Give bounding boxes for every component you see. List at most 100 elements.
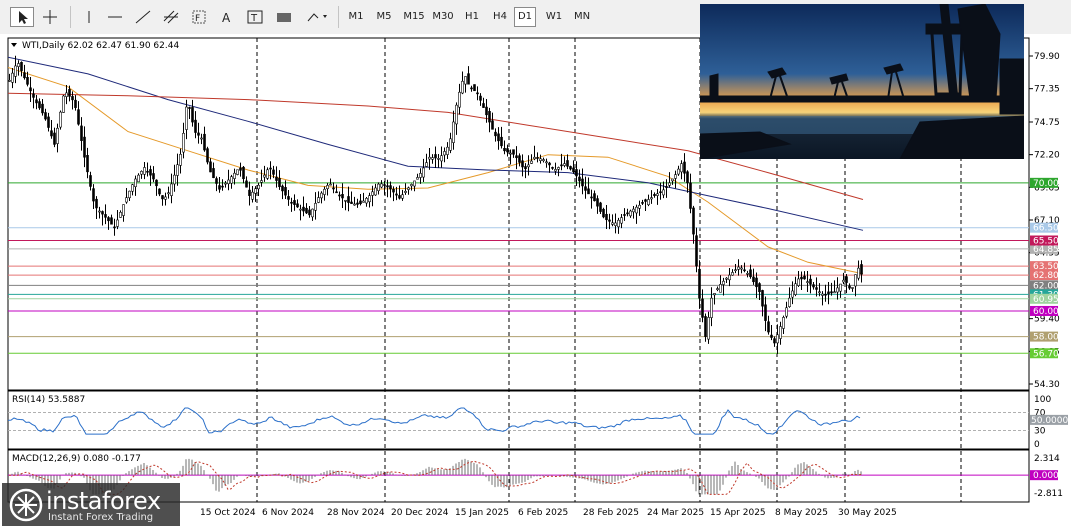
candle-body (737, 266, 740, 270)
candle-body (236, 169, 239, 175)
candle-body (857, 267, 860, 279)
candle-body (83, 136, 86, 158)
candle-body (230, 176, 233, 184)
candle-body (701, 298, 704, 318)
candle-body (770, 334, 773, 338)
price-level-tag (1030, 305, 1058, 316)
channel-tool-icon[interactable] (160, 7, 182, 27)
candle-body (776, 334, 779, 344)
fibonacci-tool-icon[interactable]: F (188, 7, 210, 27)
candle-body (215, 178, 218, 184)
candle-body (353, 203, 356, 206)
candle-body (455, 104, 458, 125)
candle-body (461, 80, 464, 94)
candle-body (368, 195, 371, 203)
candle-body (227, 179, 230, 185)
candle-body (458, 91, 461, 108)
rsi-value-label: 50.0000 (1031, 416, 1068, 426)
candle-body (74, 99, 77, 108)
timeframe-mn[interactable]: MN (573, 11, 591, 22)
timeframe-m5[interactable]: M5 (376, 11, 392, 22)
timeframe-m1[interactable]: M1 (348, 11, 364, 22)
price-level-tag-label: 62.80 (1033, 271, 1059, 281)
candle-body (512, 149, 515, 155)
horizontal-line-tool-icon[interactable] (104, 7, 126, 27)
candle-body (407, 187, 410, 190)
price-level-tag (1030, 293, 1058, 304)
shapes-menu-icon[interactable] (302, 7, 332, 27)
candle-body (602, 208, 605, 218)
trendline-tool-icon[interactable] (132, 7, 154, 27)
candle-body (149, 169, 152, 176)
candle-body (797, 278, 800, 286)
timeframe-m15[interactable]: M15 (403, 11, 425, 22)
candle-body (677, 168, 680, 175)
candle-body (443, 151, 446, 156)
candle-body (281, 185, 284, 192)
candle-body (287, 196, 290, 200)
candle-body (590, 196, 593, 199)
y-tick-label: 67.10 (1034, 216, 1060, 226)
candle-body (41, 103, 44, 114)
candle-body (92, 188, 95, 202)
candle-body (35, 99, 38, 104)
price-level-tag (1030, 270, 1058, 281)
candle-body (800, 276, 803, 280)
candle-body (137, 174, 140, 183)
rsi-value-tag (1030, 414, 1068, 425)
candle-body (362, 200, 365, 203)
candle-body (176, 164, 179, 176)
moving-average-line (8, 56, 864, 231)
candle-body (173, 174, 176, 185)
candle-body (317, 197, 320, 203)
candle-body (578, 176, 581, 182)
candle-body (614, 222, 617, 226)
candle-body (257, 184, 260, 190)
candle-body (62, 95, 65, 113)
candle-body (836, 287, 839, 293)
candle-body (104, 214, 107, 218)
price-level-tag (1030, 222, 1058, 233)
timeframe-h4[interactable]: H4 (493, 11, 507, 22)
crosshair-tool-icon[interactable] (38, 7, 62, 27)
candle-body (167, 192, 170, 195)
oil-pump-sunset-photo (699, 3, 1025, 160)
cursor-tool-icon[interactable] (10, 7, 34, 27)
text-label-tool-icon[interactable]: T (244, 7, 266, 27)
candle-body (329, 183, 332, 186)
candle-body (665, 186, 668, 188)
candle-body (125, 197, 128, 203)
timeframe-h1[interactable]: H1 (465, 11, 479, 22)
candle-body (623, 214, 626, 216)
candle-body (386, 185, 389, 188)
price-level-tag-label: 64.85 (1033, 245, 1059, 255)
candle-body (263, 174, 266, 178)
timeframe-m30[interactable]: M30 (432, 11, 454, 22)
candle-body (389, 185, 392, 190)
candle-body (416, 177, 419, 180)
candle-body (785, 307, 788, 317)
candle-body (587, 188, 590, 195)
candle-body (53, 132, 56, 145)
vertical-line-tool-icon[interactable] (78, 7, 100, 27)
candle-body (59, 111, 62, 128)
timeframe-w1[interactable]: W1 (545, 11, 563, 22)
candle-body (479, 95, 482, 101)
candle-body (71, 96, 74, 101)
price-level-tag (1030, 261, 1058, 272)
symbol-dropdown-icon[interactable] (11, 43, 17, 47)
candle-body (728, 274, 731, 281)
x-tick-label: 28 Nov 2024 (327, 508, 385, 518)
price-level-tag (1030, 177, 1058, 188)
text-tool-icon[interactable]: A (216, 7, 238, 27)
price-level-tag-label: 60.95 (1033, 295, 1059, 305)
rectangle-tool-icon[interactable] (272, 7, 296, 27)
candle-body (347, 196, 350, 203)
candle-body (533, 156, 536, 160)
candle-body (278, 178, 281, 187)
candle-body (233, 172, 236, 179)
candle-body (68, 89, 71, 97)
candle-body (413, 180, 416, 187)
candle-body (749, 269, 752, 278)
timeframe-d1[interactable]: D1 (514, 7, 536, 27)
